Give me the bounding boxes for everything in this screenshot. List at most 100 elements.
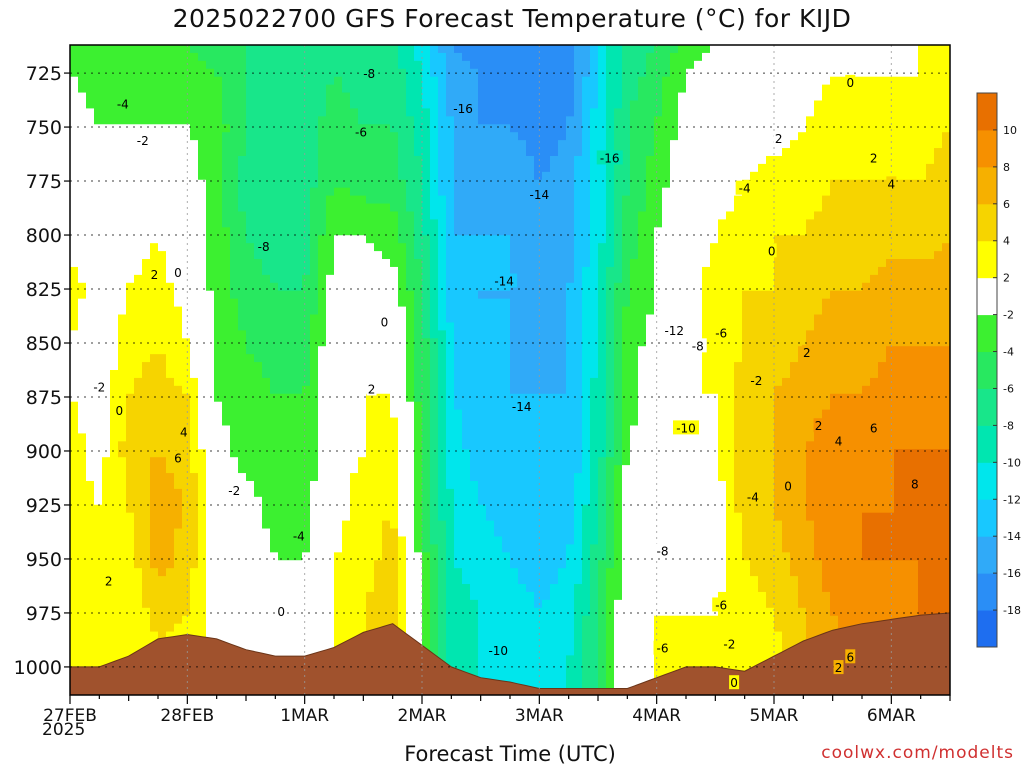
field-cell xyxy=(182,219,191,228)
field-cell xyxy=(342,473,351,482)
field-cell xyxy=(230,92,239,102)
field-cell xyxy=(206,266,215,276)
field-cell xyxy=(470,235,479,244)
field-cell xyxy=(310,171,319,181)
field-cell xyxy=(286,552,295,561)
field-cell xyxy=(494,441,503,450)
field-cell xyxy=(158,259,167,268)
field-cell xyxy=(398,163,407,173)
field-cell xyxy=(94,607,103,617)
field-cell xyxy=(166,615,175,625)
field-cell xyxy=(414,266,423,276)
field-cell xyxy=(238,187,247,197)
field-cell xyxy=(350,615,359,625)
field-cell xyxy=(182,480,191,490)
field-cell xyxy=(198,520,207,530)
field-cell xyxy=(462,45,471,54)
field-cell xyxy=(510,306,519,316)
field-cell xyxy=(358,330,367,339)
field-cell xyxy=(518,663,527,672)
field-cell xyxy=(134,409,143,419)
field-cell xyxy=(350,607,359,617)
field-cell xyxy=(310,298,319,308)
field-cell xyxy=(94,100,103,110)
field-cell xyxy=(550,195,559,205)
field-cell xyxy=(294,251,303,260)
field-cell xyxy=(494,631,503,641)
field-cell xyxy=(270,362,279,371)
field-cell xyxy=(174,623,183,633)
field-cell xyxy=(86,330,95,339)
field-cell xyxy=(478,140,487,149)
field-cell xyxy=(102,591,111,601)
field-cell xyxy=(510,496,519,506)
field-cell xyxy=(142,417,151,427)
field-cell xyxy=(222,536,231,545)
field-cell xyxy=(78,163,87,173)
field-cell xyxy=(222,393,231,403)
field-cell xyxy=(534,528,543,538)
field-cell xyxy=(430,520,439,530)
field-cell xyxy=(198,140,207,149)
field-cell xyxy=(406,591,415,601)
field-cell xyxy=(94,401,103,411)
field-cell xyxy=(150,544,159,553)
field-cell xyxy=(118,251,127,260)
field-cell xyxy=(278,203,287,213)
field-cell xyxy=(358,370,367,379)
field-cell xyxy=(366,290,375,300)
field-cell xyxy=(262,282,271,292)
field-cell xyxy=(518,385,527,395)
field-cell xyxy=(230,282,239,292)
field-cell xyxy=(174,108,183,117)
field-cell xyxy=(206,568,215,577)
field-cell xyxy=(134,211,143,220)
field-cell xyxy=(470,211,479,220)
field-cell xyxy=(494,536,503,545)
field-cell xyxy=(518,473,527,482)
field-cell xyxy=(70,576,79,585)
field-cell xyxy=(470,354,479,363)
field-cell xyxy=(134,607,143,617)
field-cell xyxy=(166,274,175,284)
field-cell xyxy=(126,282,135,292)
field-cell xyxy=(334,576,343,585)
field-cell xyxy=(142,314,151,324)
field-cell xyxy=(358,290,367,300)
field-cell xyxy=(398,100,407,110)
field-cell xyxy=(358,623,367,633)
field-cell xyxy=(534,552,543,561)
field-cell xyxy=(174,385,183,395)
field-cell xyxy=(270,457,279,466)
field-cell xyxy=(374,211,383,220)
field-cell xyxy=(198,417,207,427)
field-cell xyxy=(174,76,183,86)
field-cell xyxy=(262,385,271,395)
field-cell xyxy=(150,52,159,62)
field-cell xyxy=(222,227,231,236)
field-cell xyxy=(182,84,191,94)
field-cell xyxy=(398,457,407,466)
field-cell xyxy=(502,528,511,538)
field-cell xyxy=(366,615,375,625)
field-cell xyxy=(182,473,191,482)
field-cell xyxy=(262,171,271,181)
field-cell xyxy=(430,163,439,173)
field-cell xyxy=(134,92,143,102)
field-cell xyxy=(126,385,135,395)
field-cell xyxy=(446,584,455,593)
field-cell xyxy=(270,520,279,530)
field-cell xyxy=(382,163,391,173)
field-cell xyxy=(478,203,487,213)
field-cell xyxy=(118,140,127,149)
field-cell xyxy=(158,441,167,450)
field-cell xyxy=(326,282,335,292)
field-cell xyxy=(118,639,127,649)
field-cell xyxy=(550,441,559,450)
field-cell xyxy=(414,76,423,86)
field-cell xyxy=(302,68,311,78)
field-cell xyxy=(118,243,127,252)
field-cell xyxy=(550,108,559,117)
field-cell xyxy=(142,60,151,70)
field-cell xyxy=(534,84,543,94)
